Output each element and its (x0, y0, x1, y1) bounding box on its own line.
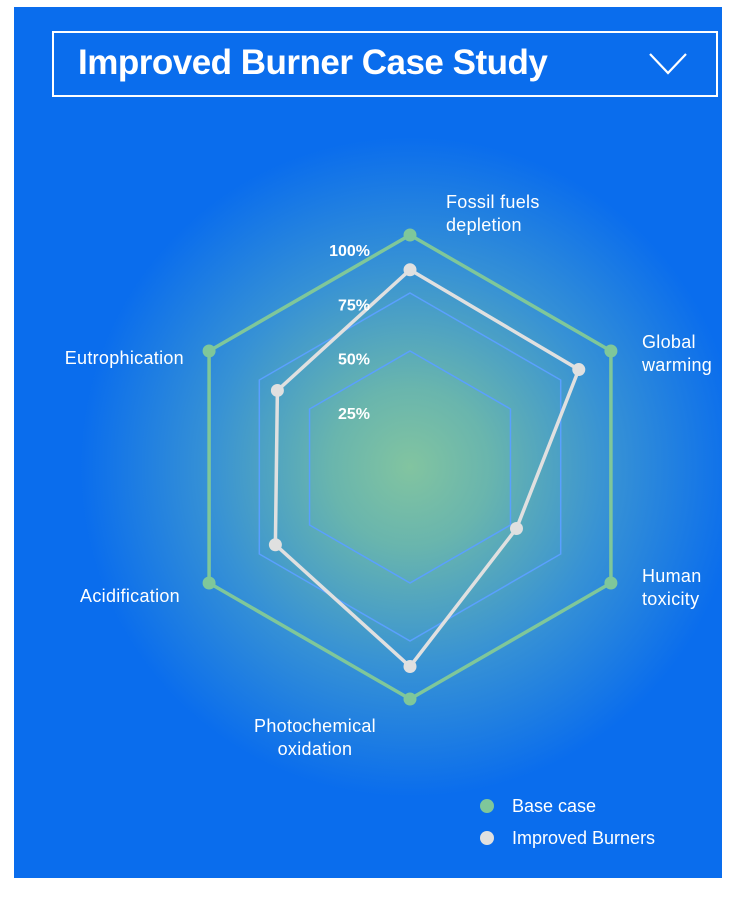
data-point-base-case-4 (202, 576, 216, 590)
axis-label-line: Global (642, 332, 696, 352)
tick-label-50: 50% (338, 352, 370, 369)
legend-dot-improved (480, 831, 494, 845)
axis-label-3: Photochemical oxidation (240, 715, 390, 761)
grid-ring-75 (258, 292, 562, 642)
axis-label-line: Fossil fuels (446, 192, 540, 212)
axis-label-line: oxidation (277, 739, 353, 759)
axis-label-5: Eutrophication (14, 347, 184, 370)
data-point-improved-burners-4 (268, 538, 282, 552)
data-point-improved-burners-1 (572, 363, 586, 377)
title-dropdown[interactable]: Improved Burner Case Study (52, 31, 718, 97)
data-point-base-case-5 (202, 344, 216, 358)
data-point-base-case-1 (604, 344, 618, 358)
axis-label-1: Global warming (642, 331, 712, 377)
axis-label-line: depletion (446, 215, 522, 235)
background-glow (14, 7, 722, 878)
axis-label-line: warming (642, 355, 713, 375)
data-point-base-case-3 (403, 692, 417, 706)
legend-label-improved: Improved Burners (512, 828, 656, 848)
data-point-improved-burners-5 (270, 383, 284, 397)
legend-dot-base (480, 799, 494, 813)
radar-chart: 25% 50% 75% 100% (202, 228, 618, 706)
radial-ticks: 25% 50% 75% 100% (329, 243, 370, 423)
axis-label-line: Photochemical (254, 716, 376, 736)
data-point-improved-burners-2 (509, 521, 523, 535)
tick-label-25: 25% (338, 406, 370, 423)
axis-label-0: Fossil fuels depletion (446, 191, 540, 237)
chevron-down-icon[interactable] (648, 51, 688, 77)
data-point-base-case-0 (403, 228, 417, 242)
data-point-base-case-2 (604, 576, 618, 590)
tick-label-75: 75% (338, 297, 370, 314)
series-line-improved-burners (273, 268, 581, 669)
chart-panel: Improved Burner Case Study 25% 50% 75% 100%… (14, 7, 722, 878)
data-point-improved-burners-0 (403, 263, 417, 277)
axis-label-4: Acidification (34, 585, 180, 608)
data-point-improved-burners-3 (403, 660, 417, 674)
page-title: Improved Burner Case Study (78, 43, 548, 82)
axis-label-line: Human (642, 566, 702, 586)
legend-label-base: Base case (512, 796, 597, 816)
series-line-base-case (207, 233, 613, 701)
grid-ring-50 (308, 350, 512, 584)
axis-label-2: Human toxicity (642, 565, 702, 611)
tick-label-100: 100% (329, 243, 370, 260)
axis-label-line: Eutrophication (64, 348, 184, 368)
radar-series (202, 228, 618, 706)
axis-label-line: toxicity (642, 589, 700, 609)
axis-label-line: Acidification (80, 586, 180, 606)
radar-grid (258, 292, 562, 642)
